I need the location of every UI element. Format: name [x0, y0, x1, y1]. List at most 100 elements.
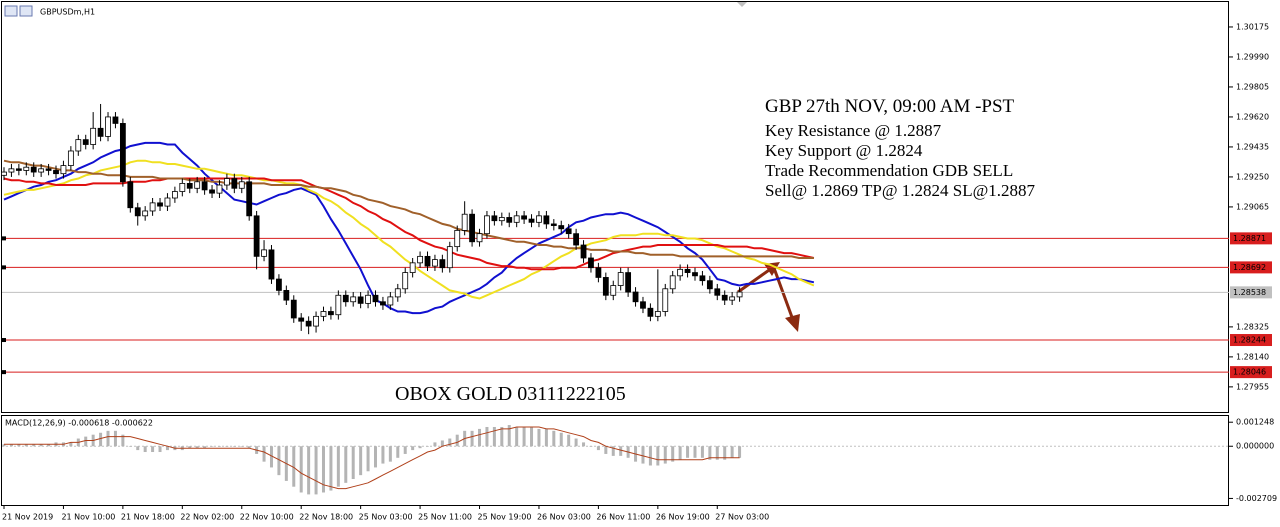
macd-bar: [411, 446, 415, 451]
candle-body: [417, 255, 423, 264]
macd-bar: [708, 446, 712, 460]
candle-body: [38, 168, 45, 173]
x-tick-label: 26 Nov 19:00: [656, 513, 710, 522]
candle-body: [528, 218, 535, 223]
x-tick-label: 22 Nov 18:00: [299, 513, 353, 522]
candle-body: [142, 210, 149, 217]
candle-body: [498, 217, 505, 222]
candle-body: [134, 207, 141, 217]
macd-bar: [69, 442, 73, 447]
macd-bar: [232, 446, 236, 447]
candle-body: [706, 280, 713, 290]
x-tick-label: 26 Nov 11:00: [596, 513, 650, 522]
candle-body: [506, 217, 513, 223]
candle-body: [127, 181, 134, 209]
macd-bar: [17, 444, 21, 447]
candle-body: [543, 215, 550, 225]
candle-body: [186, 183, 193, 189]
y-tick-label: 1.29805: [1236, 82, 1269, 91]
candle-body: [654, 311, 661, 317]
macd-bar: [500, 426, 504, 447]
macd-y-tick-label: -0.002709: [1236, 494, 1277, 503]
macd-bar: [515, 426, 519, 447]
candle-body: [75, 139, 82, 152]
macd-bar: [299, 446, 303, 493]
candle-body: [164, 197, 171, 207]
watermark: OBOX GOLD 03111222105: [395, 383, 626, 405]
candle-body: [588, 257, 594, 269]
macd-bar: [359, 446, 363, 476]
macd-bar: [530, 426, 534, 447]
macd-bar: [203, 446, 207, 449]
macd-bar: [262, 446, 266, 462]
macd-bar: [455, 434, 459, 447]
macd-bar: [426, 446, 430, 447]
candle-body: [565, 228, 572, 235]
candle-body: [573, 233, 580, 246]
level-label-box: [1230, 232, 1272, 245]
macd-bar: [188, 446, 192, 449]
macd-bar: [314, 446, 318, 495]
macd-y-tick-label: 0.000000: [1236, 442, 1274, 451]
macd-bar: [589, 446, 593, 447]
y-tick-label: 1.30175: [1236, 22, 1269, 31]
candle-body: [461, 213, 468, 231]
candle-body: [313, 315, 319, 327]
macd-bar: [277, 446, 281, 476]
macd-bar: [403, 446, 407, 454]
macd-bar: [47, 444, 51, 447]
macd-bar: [321, 446, 325, 493]
macd-bar: [738, 446, 742, 458]
macd-bar: [552, 430, 556, 447]
macd-bar: [307, 446, 311, 495]
candle-body: [253, 215, 260, 257]
candle-body: [320, 311, 327, 317]
macd-bar: [596, 446, 600, 451]
macd-bar: [604, 446, 608, 454]
annotation-block: GBP 27th NOV, 09:00 AM -PST Key Resistanc…: [765, 96, 1036, 200]
level-label-box: [1230, 366, 1272, 379]
candle-body: [424, 255, 431, 267]
candle-body: [105, 116, 111, 137]
annotation: Key Resistance @ 1.2887: [765, 121, 942, 140]
candle-body: [268, 249, 275, 280]
candle-body: [446, 246, 453, 269]
macd-title: MACD(12,26,9) -0.000618 -0.000622: [5, 419, 153, 428]
candle-body: [439, 259, 446, 269]
macd-bar: [217, 446, 221, 447]
candle-body: [602, 277, 609, 296]
candle-body: [157, 202, 163, 207]
y-tick-label: 1.28325: [1236, 322, 1269, 331]
candle-body: [729, 296, 736, 301]
candle-body: [677, 268, 684, 277]
level-marker: [2, 265, 6, 270]
candle-body: [491, 215, 498, 222]
macd-bar: [723, 446, 727, 460]
symbol-icon: [4, 5, 18, 17]
macd-bar: [678, 446, 682, 460]
candle-body: [736, 291, 743, 298]
candle-body: [209, 189, 215, 194]
macd-bar: [351, 446, 355, 479]
x-tick-label: 21 Nov 18:00: [121, 513, 175, 522]
candle-body: [8, 168, 15, 173]
candle-body: [432, 259, 438, 267]
macd-bar: [9, 444, 13, 447]
candle-body: [119, 123, 126, 183]
macd-bar: [336, 446, 340, 487]
macd-bar: [247, 446, 251, 449]
macd-bar: [686, 446, 690, 458]
candle-body: [595, 267, 602, 278]
macd-bar: [396, 446, 400, 458]
annotation: Sell@ 1.2869 TP@ 1.2824 SL@1.2887: [765, 181, 1036, 200]
macd-bar: [648, 446, 652, 466]
level-label-box: [1230, 261, 1272, 274]
level-label: 1.28871: [1233, 234, 1266, 243]
candle-body: [276, 278, 282, 291]
x-tick-label: 27 Nov 03:00: [715, 513, 769, 522]
candle-body: [1, 171, 7, 176]
level-label-box: [1230, 334, 1272, 347]
annotation: GBP 27th NOV, 09:00 AM -PST: [765, 96, 1015, 117]
macd-bar: [492, 426, 496, 447]
candle-body: [699, 275, 706, 282]
